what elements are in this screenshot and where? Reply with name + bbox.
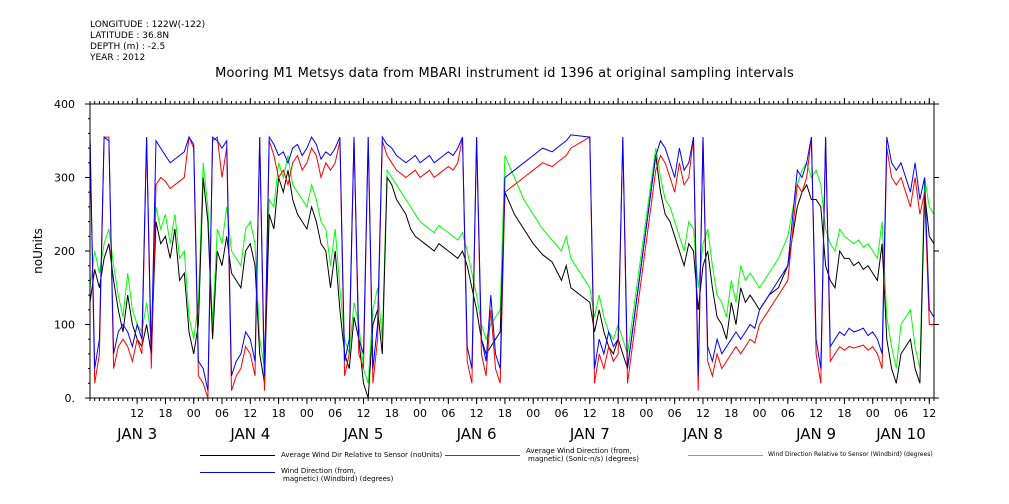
x-hour-label: 06 [441, 407, 455, 420]
x-hour-label: 12 [696, 407, 710, 420]
legend-label-blue: Wind Direction (from, magnetic) (Windbir… [281, 467, 393, 483]
x-hour-label: 18 [498, 407, 512, 420]
x-day-label: JAN 3 [116, 425, 157, 443]
x-hour-label: 06 [781, 407, 795, 420]
series-line-3 [90, 148, 934, 384]
x-hour-label: 12 [583, 407, 597, 420]
x-hour-label: 18 [158, 407, 172, 420]
year-label: YEAR : 2012 [90, 53, 146, 63]
legend-label-blue-line2: magnetic) (Windbird) (degrees) [283, 475, 394, 483]
legend-swatch-black [200, 455, 275, 456]
x-hour-label: 00 [753, 407, 767, 420]
legend-label-blue-line1: Wind Direction (from, [281, 467, 356, 475]
x-hour-label: 18 [724, 407, 738, 420]
x-hour-label: 06 [555, 407, 569, 420]
y-tick-label: 0. [65, 392, 76, 405]
legend-label-red-line2: magnetic) (Sonic-n/s) (degrees) [528, 455, 640, 463]
x-hour-label: 18 [272, 407, 286, 420]
chart-title: Mooring M1 Metsys data from MBARI instru… [215, 66, 794, 81]
legend-label-black: Average Wind Dir Relative to Sensor (noU… [281, 451, 443, 459]
y-tick-label: 200 [54, 245, 75, 258]
x-hour-label: 12 [922, 407, 936, 420]
x-hour-label: 00 [300, 407, 314, 420]
series-line-1 [90, 155, 934, 398]
x-day-label: JAN 9 [795, 425, 836, 443]
x-hour-label: 18 [385, 407, 399, 420]
x-day-label: JAN 4 [229, 425, 270, 443]
x-hour-label: 00 [639, 407, 653, 420]
y-tick-label: 400 [54, 98, 75, 111]
longitude-label: LONGITUDE : 122W(-122) [90, 20, 206, 30]
x-hour-label: 00 [526, 407, 540, 420]
x-hour-label: 12 [130, 407, 144, 420]
station-metadata: LONGITUDE : 122W(-122) LATITUDE : 36.8N … [90, 20, 205, 64]
x-hour-label: 06 [215, 407, 229, 420]
legend-label-red: Average Wind Direction (from, magnetic) … [526, 447, 639, 463]
x-hour-label: 00 [866, 407, 880, 420]
y-tick-label: 300 [54, 172, 75, 185]
series-line-4 [90, 134, 934, 391]
x-hour-label: 06 [894, 407, 908, 420]
x-hour-label: 12 [809, 407, 823, 420]
x-hour-label: 06 [668, 407, 682, 420]
y-axis-label: noUnits [31, 228, 45, 274]
x-hour-label: 00 [187, 407, 201, 420]
x-hour-label: 18 [611, 407, 625, 420]
x-day-label: JAN 8 [682, 425, 723, 443]
x-hour-label: 00 [413, 407, 427, 420]
legend-swatch-blue [200, 472, 275, 473]
x-hour-label: 12 [243, 407, 257, 420]
legend-label-green: Wind Direction Relative to Sensor (Windb… [768, 451, 933, 458]
x-day-label: JAN 5 [342, 425, 383, 443]
series-line-2 [90, 135, 934, 398]
legend-swatch-red [445, 455, 520, 456]
x-hour-label: 06 [328, 407, 342, 420]
x-day-label: JAN 10 [875, 425, 926, 443]
y-tick-label: 100 [54, 319, 75, 332]
x-day-label: JAN 7 [569, 425, 610, 443]
latitude-label: LATITUDE : 36.8N [90, 31, 170, 41]
x-hour-label: 12 [470, 407, 484, 420]
legend-swatch-green [688, 455, 763, 456]
x-hour-label: 12 [356, 407, 370, 420]
x-hour-label: 18 [837, 407, 851, 420]
depth-label: DEPTH (m) : -2.5 [90, 42, 166, 52]
x-day-label: JAN 6 [456, 425, 497, 443]
legend-label-red-line1: Average Wind Direction (from, [526, 447, 632, 455]
